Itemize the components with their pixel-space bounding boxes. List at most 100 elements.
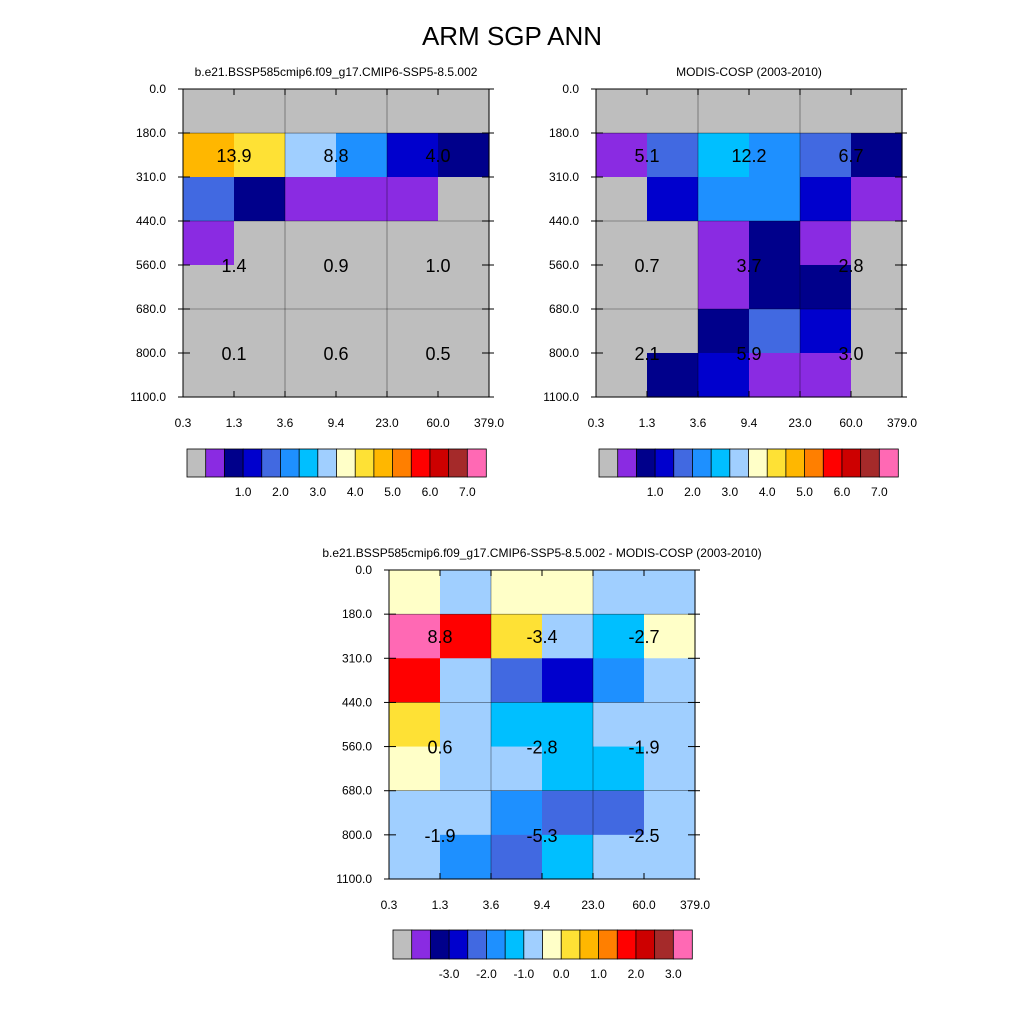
heatmap-cell <box>285 264 337 310</box>
x-tick-label: 60.0 <box>426 416 450 430</box>
heatmap-cell <box>387 264 439 310</box>
y-tick-label: 440.0 <box>342 695 372 709</box>
heatmap-cell <box>389 658 441 704</box>
colorbar-swatch <box>186 448 207 478</box>
heatmap-cell <box>234 264 286 310</box>
colorbar-swatch <box>878 448 899 478</box>
heatmap-cell <box>285 89 337 134</box>
colorbar-swatch <box>392 448 412 478</box>
heatmap-cell <box>285 352 337 398</box>
x-tick-label: 23.0 <box>788 416 812 430</box>
heatmap-cell <box>542 834 594 880</box>
colorbar-swatch <box>205 448 226 478</box>
data-label: -2.7 <box>628 627 659 647</box>
data-label: 12.2 <box>731 146 766 166</box>
y-tick-label: 680.0 <box>136 302 166 316</box>
colorbar-label: 3.0 <box>665 967 682 981</box>
heatmap-cell <box>647 133 699 178</box>
heatmap-cell <box>183 177 235 222</box>
y-tick-label: 680.0 <box>549 302 579 316</box>
y-tick-label: 0.0 <box>355 563 372 577</box>
colorbar-swatch <box>354 448 375 478</box>
colorbar-swatch <box>466 448 487 478</box>
heatmap-cell <box>336 133 388 178</box>
data-label: 1.4 <box>221 256 246 276</box>
heatmap-cell <box>644 746 696 792</box>
heatmap-cell <box>749 89 801 134</box>
heatmap-cell <box>234 221 286 266</box>
heatmap-cell <box>491 658 543 704</box>
heatmap-cell <box>749 264 801 310</box>
heatmap-cell <box>800 89 852 134</box>
heatmap-cell <box>596 264 648 310</box>
heatmap-cell <box>851 352 903 398</box>
colorbar-swatch <box>392 929 413 960</box>
colorbar-swatch <box>579 929 600 960</box>
heatmap-cell <box>183 89 235 134</box>
x-tick-label: 379.0 <box>474 416 504 430</box>
colorbar-label: 6.0 <box>834 485 851 499</box>
colorbar-swatch <box>542 929 562 960</box>
heatmap-cell <box>542 614 594 659</box>
colorbar-swatch <box>748 448 768 478</box>
heatmap-cell <box>698 133 750 178</box>
y-tick-label: 1100.0 <box>130 390 166 404</box>
heatmap-cell <box>596 177 648 222</box>
y-tick-label: 1100.0 <box>336 872 372 886</box>
data-label: 4.0 <box>425 146 450 166</box>
colorbar-swatch <box>635 448 656 478</box>
heatmap-cell <box>336 89 388 134</box>
colorbar-swatch <box>785 448 806 478</box>
heatmap-cell <box>440 658 492 704</box>
panel-title: b.e21.BSSP585cmip6.f09_g17.CMIP6-SSP5-8.… <box>322 546 761 560</box>
heatmap-cell <box>438 309 490 354</box>
heatmap-cell <box>285 221 337 266</box>
colorbar-label: 2.0 <box>272 485 289 499</box>
y-tick-label: 560.0 <box>136 258 166 272</box>
heatmap-cell <box>234 89 286 134</box>
heatmap-cell <box>644 790 696 836</box>
colorbar-swatch <box>729 448 750 478</box>
heatmap-cell <box>387 177 439 222</box>
colorbar-swatch <box>822 448 843 478</box>
data-label: 5.9 <box>736 344 761 364</box>
data-label: 0.7 <box>634 256 659 276</box>
colorbar-swatch <box>223 448 244 478</box>
colorbar-swatch <box>410 448 431 478</box>
data-label: 3.0 <box>838 344 863 364</box>
x-tick-label: 9.4 <box>328 416 345 430</box>
heatmap-cell <box>491 834 543 880</box>
colorbar-swatch <box>429 929 450 960</box>
x-tick-label: 60.0 <box>632 898 656 912</box>
heatmap-cell <box>183 133 235 178</box>
heatmap-cell <box>285 133 337 178</box>
y-tick-label: 310.0 <box>342 651 372 665</box>
heatmap-cell <box>440 570 492 615</box>
panel-title: b.e21.BSSP585cmip6.f09_g17.CMIP6-SSP5-8.… <box>195 65 478 79</box>
heatmap-cell <box>234 133 286 178</box>
heatmap-cell <box>800 133 852 178</box>
colorbar-swatch <box>841 448 862 478</box>
colorbar-swatch <box>448 448 469 478</box>
heatmap-cell <box>596 89 648 134</box>
colorbar-label: 3.0 <box>309 485 326 499</box>
heatmap-cell <box>800 177 852 222</box>
colorbar-swatch <box>429 448 450 478</box>
heatmap-cell <box>596 352 648 398</box>
colorbar-swatch <box>411 929 432 960</box>
colorbar-1: 1.0 2.0 3.0 4.0 5.0 6.0 7.0 <box>186 448 487 499</box>
heatmap-cell <box>440 790 492 836</box>
heatmap-cell <box>491 614 543 659</box>
heatmap-cell <box>647 89 699 134</box>
colorbar-label: 7.0 <box>459 485 476 499</box>
colorbar-swatch <box>635 929 656 960</box>
y-tick-label: 0.0 <box>562 82 579 96</box>
x-tick-label: 1.3 <box>432 898 449 912</box>
y-tick-label: 0.0 <box>149 82 166 96</box>
colorbar-swatch <box>616 929 637 960</box>
heatmap-cell <box>698 177 750 222</box>
y-tick-label: 180.0 <box>549 126 579 140</box>
heatmap-cell <box>851 177 903 222</box>
heatmap-cell <box>644 570 696 615</box>
